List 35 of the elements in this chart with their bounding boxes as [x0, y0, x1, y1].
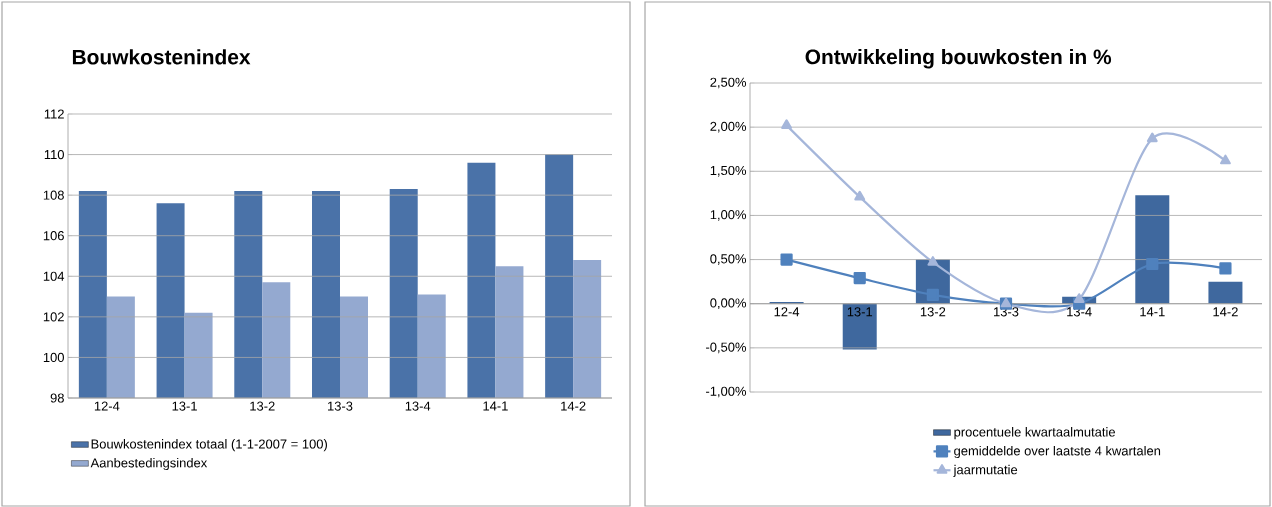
y-tick-label: 2,50% [710, 77, 747, 89]
y-tick-label: 98 [50, 393, 64, 403]
y-tick-label: 0,00% [710, 298, 747, 310]
chart-title: Bouwkostenindex [72, 49, 251, 65]
legend-label: Bouwkostenindex totaal (1-1-2007 = 100) [91, 439, 327, 452]
x-tick-label: 12-4 [94, 401, 120, 411]
chart-title: Ontwikkeling bouwkosten in % [805, 48, 1112, 69]
x-tick-label: 13-3 [328, 401, 353, 411]
y-tick-label: 1,00% [710, 210, 747, 221]
y-tick-label: 112 [44, 109, 64, 119]
x-tick-label: 14-2 [1213, 307, 1238, 317]
y-tick-label: 108 [43, 190, 64, 200]
y-tick-label: 106 [43, 231, 64, 241]
y-tick-label: -1,00% [706, 386, 747, 398]
y-tick-label: 104 [43, 271, 65, 281]
x-tick-label: 13-4 [405, 401, 431, 411]
y-tick-label: 2,00% [710, 121, 747, 133]
y-tick-label: 102 [43, 312, 64, 322]
x-tick-label: 13-1 [847, 307, 873, 317]
x-tick-label: 14-1 [483, 401, 508, 411]
y-tick-label: -0,50% [706, 342, 747, 354]
y-tick-label: 110 [44, 149, 64, 160]
x-tick-label: 13-2 [250, 401, 275, 411]
legend-label: Aanbestedingsindex [90, 457, 208, 471]
legend-label: jaarmutatie [953, 464, 1018, 477]
legend-label: procentuele kwartaalmutatie [954, 427, 1115, 440]
x-tick-label: 14-1 [1140, 307, 1165, 317]
x-tick-label: 14-2 [561, 401, 586, 411]
x-tick-label: 13-2 [920, 307, 946, 317]
legend-label: gemiddelde over laatste 4 kwartalen [954, 445, 1161, 459]
y-tick-label: 1,50% [710, 165, 747, 177]
y-tick-label: 100 [43, 352, 64, 363]
x-tick-label: 12-4 [774, 307, 800, 317]
y-tick-label: 0,50% [710, 254, 747, 265]
x-tick-label: 13-1 [172, 401, 197, 411]
